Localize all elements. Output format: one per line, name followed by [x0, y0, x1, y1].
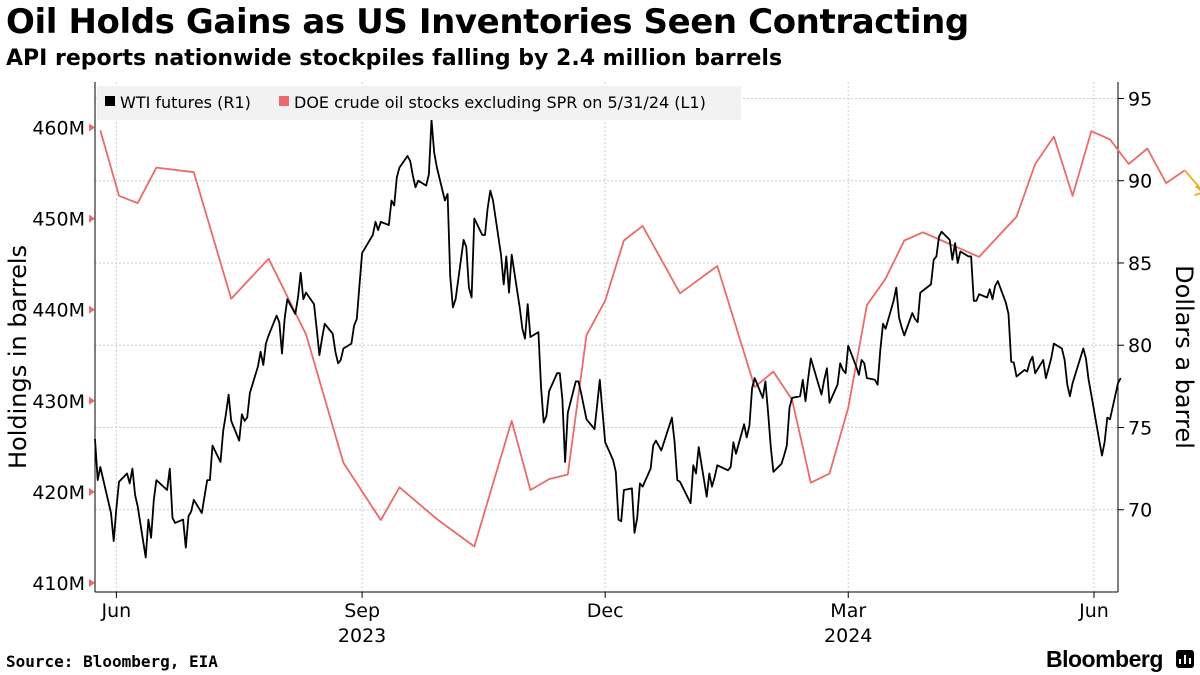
- chart-subtitle: API reports nationwide stockpiles fallin…: [6, 46, 783, 71]
- right-axis-tick-label: 70: [1128, 500, 1152, 522]
- legend-label-wti: WTI futures (R1): [120, 93, 251, 112]
- legend-label-doe: DOE crude oil stocks excluding SPR on 5/…: [294, 93, 706, 112]
- left-axis-tick-marker: [89, 578, 95, 587]
- doe-stocks-line: [99, 130, 1186, 548]
- left-axis-tick-label: 410M: [32, 573, 85, 595]
- forecast-arrow-line: [1184, 169, 1200, 190]
- right-axis-tick-label: 90: [1128, 171, 1152, 193]
- left-axis-tick-label: 420M: [32, 482, 85, 504]
- legend-swatch-doe: [279, 96, 289, 106]
- x-axis-tick-label: Jun: [1078, 600, 1109, 622]
- x-axis-tick-label: Mar: [830, 600, 866, 622]
- source-note: Source: Bloomberg, EIA: [6, 652, 218, 671]
- legend-background: [97, 86, 741, 120]
- right-axis-tick-label: 80: [1128, 335, 1152, 357]
- left-axis-tick-label: 430M: [32, 391, 85, 413]
- right-axis-tick-label: 85: [1128, 253, 1152, 275]
- left-axis-tick-marker: [89, 305, 95, 314]
- right-axis-title: Dollars a barrel: [1170, 265, 1198, 449]
- left-axis-tick-marker: [89, 123, 95, 132]
- forecast-arrow-head-icon: [1194, 185, 1200, 197]
- x-axis-tick-label: Dec: [587, 600, 624, 622]
- left-axis-tick-label: 450M: [32, 209, 85, 231]
- wti-futures-line: [94, 118, 1122, 559]
- x-axis-tick-label: Sep: [344, 600, 380, 622]
- right-axis-tick-label: 95: [1128, 88, 1152, 110]
- left-axis-tick-marker: [89, 487, 95, 496]
- x-axis-tick-label: Jun: [101, 600, 132, 622]
- x-axis-year-label: 2024: [824, 625, 872, 647]
- legend-swatch-wti: [105, 96, 115, 106]
- legend: WTI futures (R1) DOE crude oil stocks exc…: [97, 86, 741, 120]
- left-axis-tick-label: 440M: [32, 300, 85, 322]
- left-axis-title: Holdings in barrels: [4, 245, 32, 469]
- left-axis-tick-marker: [89, 214, 95, 223]
- right-axis-tick-label: 75: [1128, 417, 1152, 439]
- x-axis-year-label: 2023: [338, 625, 386, 647]
- chart-title: Oil Holds Gains as US Inventories Seen C…: [6, 2, 969, 42]
- left-axis-tick-label: 460M: [32, 118, 85, 140]
- bloomberg-chart-icon: [1176, 650, 1194, 668]
- left-axis-tick-marker: [89, 396, 95, 405]
- bloomberg-logo: Bloomberg: [1046, 646, 1163, 672]
